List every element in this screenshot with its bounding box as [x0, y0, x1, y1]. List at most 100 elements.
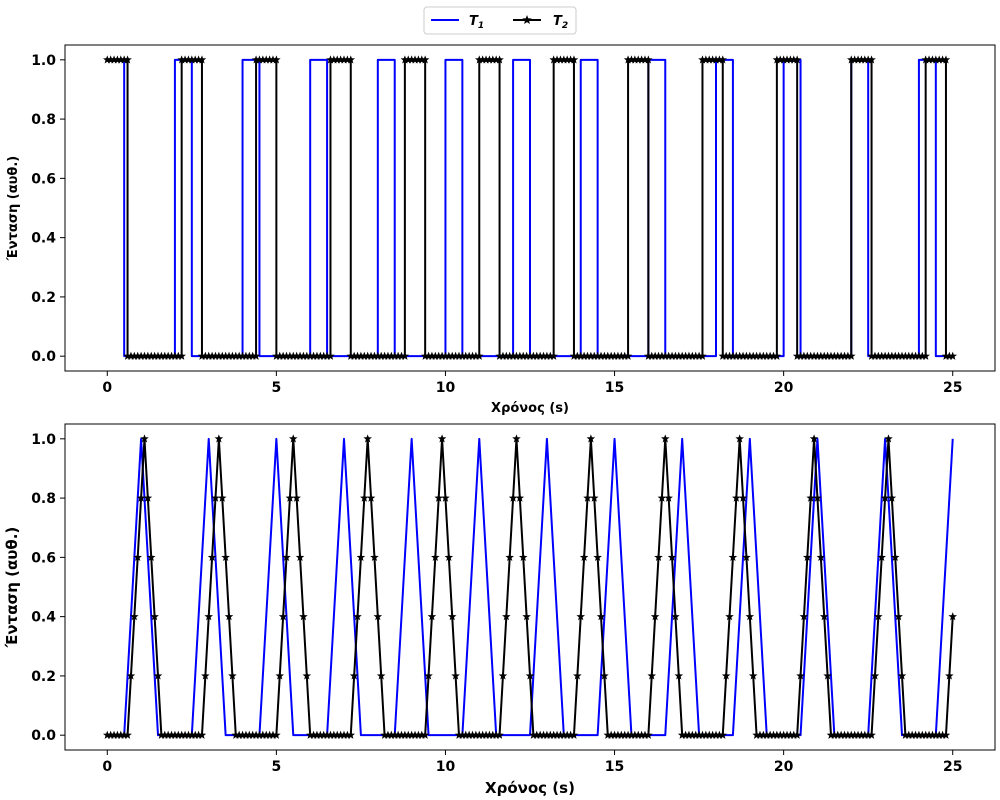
- star-marker: [830, 351, 839, 360]
- star-marker: [796, 351, 805, 360]
- star-marker: [826, 730, 836, 739]
- star-marker: [941, 55, 951, 64]
- star-marker: [684, 730, 694, 739]
- star-marker: [660, 351, 670, 360]
- star-marker: [863, 55, 873, 64]
- star-marker: [816, 351, 826, 360]
- star-marker: [732, 493, 741, 502]
- star-marker: [596, 612, 606, 621]
- star-marker: [691, 351, 700, 360]
- star-marker: [606, 730, 616, 739]
- star-marker: [309, 730, 318, 739]
- star-marker: [816, 552, 826, 561]
- x-tick-label: 25: [943, 380, 962, 396]
- star-marker: [376, 671, 386, 680]
- star-marker: [843, 730, 853, 739]
- star-marker: [403, 730, 413, 739]
- star-marker: [701, 730, 711, 739]
- star-marker: [481, 55, 491, 64]
- series-line-t1: [107, 58, 953, 358]
- star-marker: [918, 351, 927, 360]
- star-marker: [417, 730, 427, 739]
- star-marker: [481, 730, 491, 739]
- star-marker: [468, 351, 477, 360]
- star-marker: [184, 730, 193, 739]
- y-tick-label: 0.8: [31, 112, 56, 128]
- star-marker: [133, 351, 142, 360]
- star-marker: [363, 434, 372, 443]
- star-marker: [234, 730, 244, 739]
- star-marker: [704, 730, 714, 739]
- star-marker: [197, 55, 207, 64]
- star-marker: [782, 730, 792, 739]
- star-marker: [674, 671, 684, 680]
- star-marker: [373, 612, 383, 621]
- star-marker: [633, 730, 643, 739]
- star-marker: [826, 351, 836, 360]
- star-marker: [403, 55, 413, 64]
- star-marker: [174, 730, 183, 739]
- star-marker: [681, 351, 690, 360]
- star-marker: [911, 730, 920, 739]
- star-marker: [664, 493, 673, 502]
- bottom-y-axis-label: Ένταση (αυθ.): [3, 527, 21, 649]
- star-marker: [644, 55, 653, 64]
- star-marker: [627, 730, 636, 739]
- star-marker: [630, 55, 640, 64]
- star-marker: [366, 493, 376, 502]
- star-marker: [265, 730, 274, 739]
- star-marker: [319, 730, 328, 739]
- star-marker: [241, 351, 251, 360]
- star-marker: [718, 730, 728, 739]
- star-marker: [228, 351, 237, 360]
- star-marker: [512, 434, 521, 443]
- star-marker: [397, 730, 406, 739]
- star-marker: [400, 730, 410, 739]
- star-marker: [617, 730, 626, 739]
- star-marker: [214, 434, 224, 443]
- x-tick-label: 0: [102, 380, 112, 396]
- star-marker: [772, 351, 782, 360]
- star-marker: [441, 493, 450, 502]
- legend-label-t2: T2: [553, 14, 568, 31]
- star-marker: [491, 55, 501, 64]
- star-marker: [799, 612, 809, 621]
- star-marker: [586, 434, 596, 443]
- star-marker: [458, 730, 467, 739]
- star-marker: [617, 351, 626, 360]
- star-marker: [938, 730, 947, 739]
- star-marker: [518, 351, 528, 360]
- x-tick-label: 15: [605, 380, 624, 396]
- star-marker: [224, 351, 234, 360]
- star-marker: [542, 730, 552, 739]
- star-marker: [819, 612, 829, 621]
- star-marker: [434, 351, 443, 360]
- y-tick-label: 0.0: [31, 349, 56, 365]
- star-marker: [650, 351, 660, 360]
- star-marker: [559, 730, 569, 739]
- star-marker: [603, 730, 613, 739]
- star-marker: [251, 351, 261, 360]
- star-marker: [890, 351, 900, 360]
- star-marker: [711, 55, 721, 64]
- star-marker: [610, 730, 619, 739]
- star-marker: [505, 351, 514, 360]
- star-marker: [698, 351, 707, 360]
- star-marker: [302, 671, 312, 680]
- star-marker: [238, 351, 247, 360]
- star-marker: [437, 434, 447, 443]
- star-marker: [694, 730, 704, 739]
- star-marker: [738, 351, 748, 360]
- star-marker: [312, 730, 322, 739]
- star-marker: [339, 55, 349, 64]
- star-marker: [718, 351, 728, 360]
- star-marker: [417, 55, 427, 64]
- star-marker: [410, 730, 420, 739]
- star-marker: [495, 55, 504, 64]
- star-marker: [424, 671, 433, 680]
- y-tick-label: 0.6: [31, 550, 56, 566]
- star-marker: [282, 351, 291, 360]
- star-marker: [397, 351, 406, 360]
- star-marker: [272, 351, 281, 360]
